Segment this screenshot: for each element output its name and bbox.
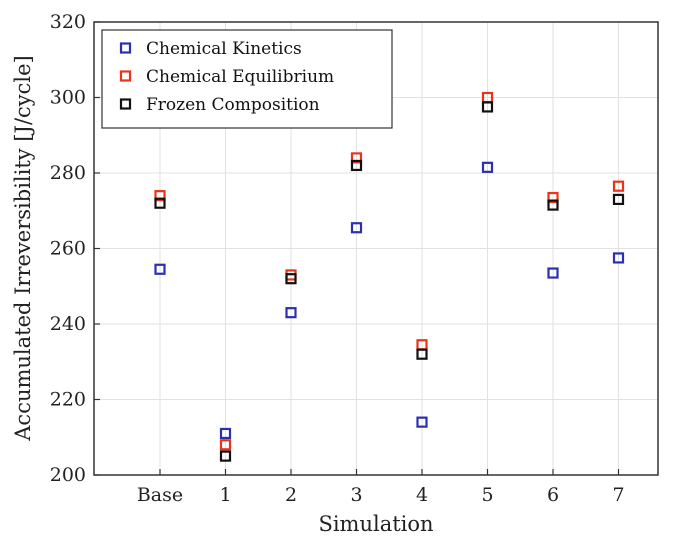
- y-tick-label: 200: [50, 464, 86, 486]
- point-chemical-equilibrium-base: [154, 190, 166, 202]
- y-axis-label: Accumulated Irreversibility [J/cycle]: [11, 55, 35, 441]
- point-chemical-kinetics-base: [154, 263, 166, 275]
- legend: Chemical Kinetics Chemical Equilibrium Fro…: [101, 29, 393, 129]
- point-frozen-composition-3: [350, 159, 363, 172]
- point-frozen-composition-4: [416, 348, 428, 360]
- y-tick-label: 220: [50, 389, 86, 411]
- legend-box: [101, 29, 393, 129]
- legend-marker: [119, 98, 132, 110]
- y-tick-label: 260: [50, 238, 86, 260]
- legend-marker: [119, 70, 132, 82]
- y-tick-label: 240: [50, 313, 86, 335]
- point-frozen-composition-2: [285, 273, 297, 285]
- x-tick-label: 6: [547, 484, 559, 506]
- point-chemical-kinetics-5: [481, 161, 494, 173]
- x-axis-label: Simulation: [318, 512, 433, 536]
- x-tick-label: 2: [285, 484, 297, 506]
- point-chemical-equilibrium-7: [612, 180, 625, 192]
- x-tick-label: Base: [137, 484, 183, 506]
- point-chemical-kinetics-1: [219, 427, 232, 440]
- x-tick-label: 3: [350, 484, 362, 506]
- legend-label: Chemical Kinetics: [146, 39, 302, 59]
- point-chemical-kinetics-3: [350, 222, 363, 234]
- y-tick-label: 320: [50, 11, 86, 33]
- point-frozen-composition-5: [481, 101, 494, 113]
- point-chemical-kinetics-7: [612, 252, 625, 264]
- point-chemical-equilibrium-1: [219, 439, 232, 451]
- legend-label: Chemical Equilibrium: [146, 67, 334, 87]
- y-tick-label: 280: [50, 162, 86, 184]
- y-axis-ticks: 200 220 240 260 280 300 320: [50, 11, 100, 486]
- point-chemical-kinetics-6: [547, 267, 559, 279]
- point-chemical-equilibrium-6: [547, 191, 559, 204]
- point-chemical-equilibrium-3: [350, 152, 363, 164]
- point-frozen-composition-7: [612, 193, 625, 206]
- legend-marker: [119, 42, 132, 54]
- point-frozen-composition-6: [547, 199, 559, 211]
- y-tick-label: 300: [50, 87, 86, 109]
- point-chemical-kinetics-2: [285, 307, 297, 319]
- point-frozen-composition-1: [219, 450, 232, 462]
- x-tick-label: 4: [416, 484, 428, 506]
- point-chemical-kinetics-4: [416, 416, 428, 428]
- x-axis-ticks: Base 1 2 3 4 5 6 7: [137, 469, 625, 506]
- x-tick-label: 1: [219, 484, 231, 506]
- data-points: [154, 91, 625, 462]
- point-frozen-composition-base: [154, 197, 166, 209]
- legend-label: Frozen Composition: [146, 95, 320, 115]
- x-tick-label: 7: [612, 484, 624, 506]
- x-tick-label: 5: [481, 484, 493, 506]
